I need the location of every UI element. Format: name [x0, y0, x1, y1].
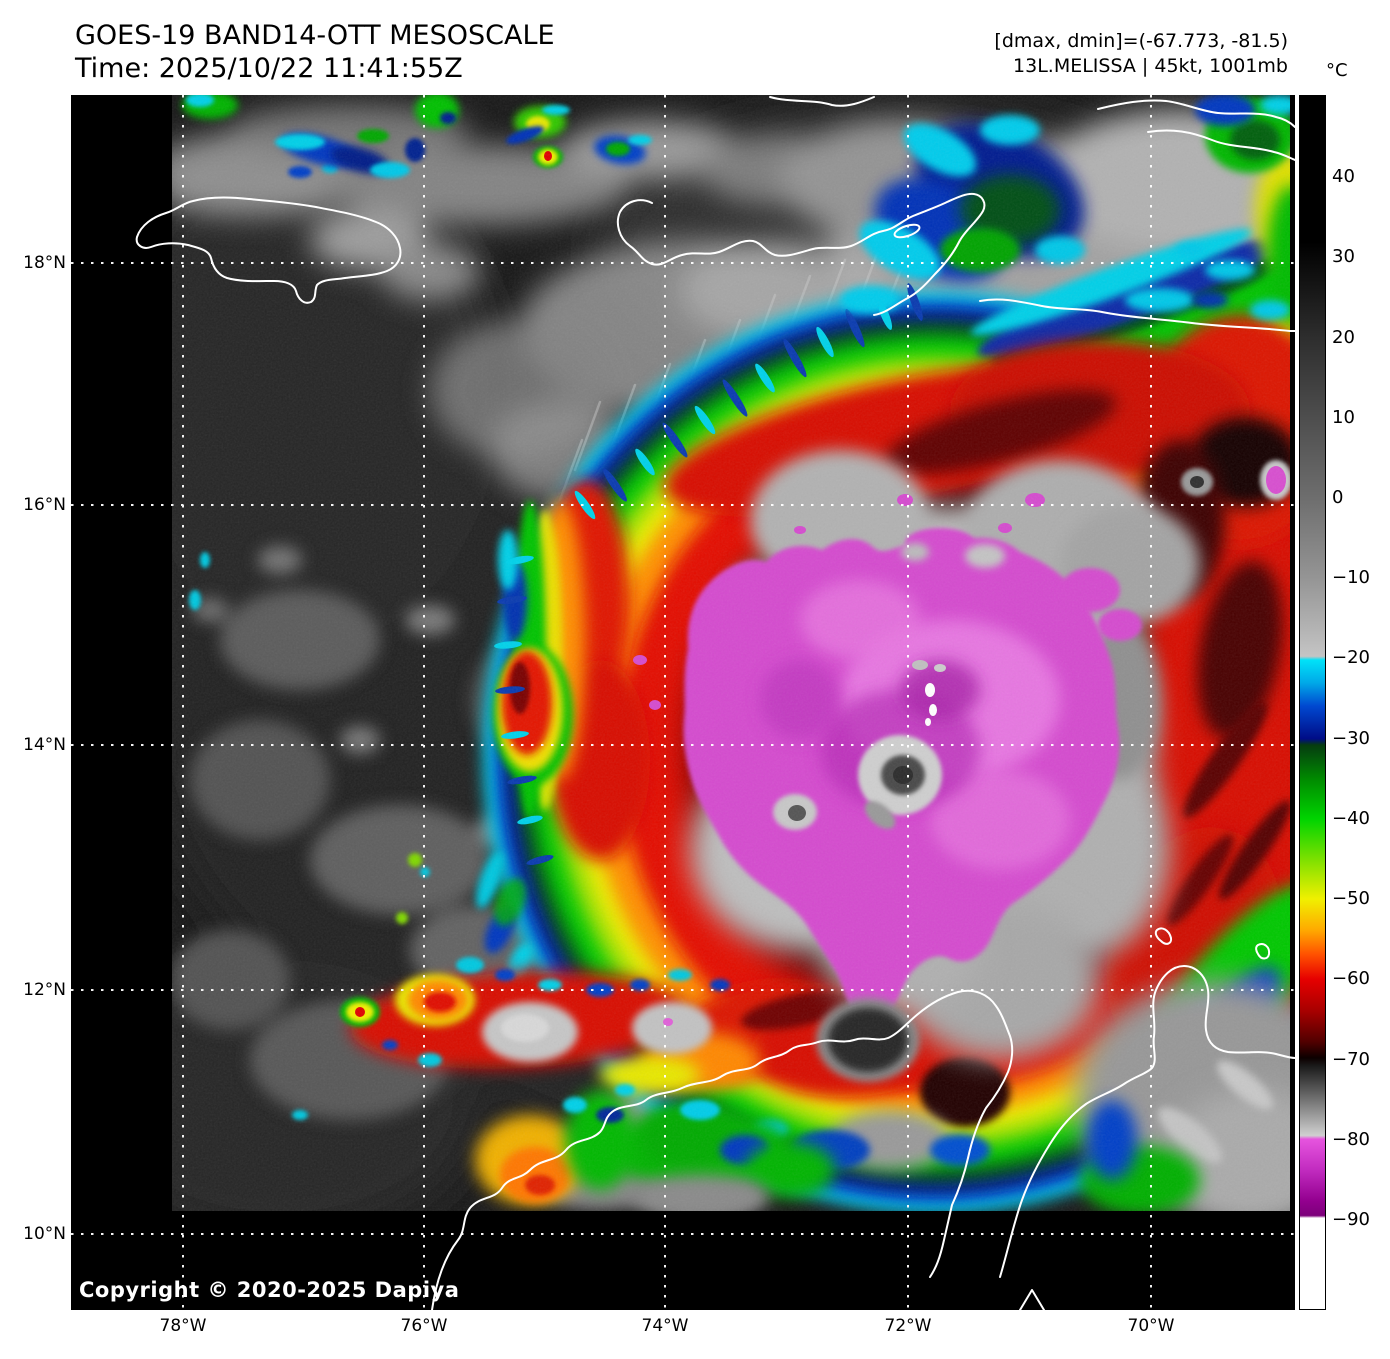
- satellite-data-layer: [172, 95, 1290, 1211]
- lon-label-74°W: 74°W: [641, 1316, 689, 1336]
- lat-label-12°N: 12°N: [23, 980, 66, 1000]
- coastline-bonaire: [1255, 943, 1271, 960]
- coastline-dr-south: [979, 298, 1295, 332]
- lon-label-70°W: 70°W: [1127, 1316, 1175, 1336]
- copyright-notice: Copyright © 2020-2025 Dapiya: [79, 1278, 460, 1302]
- lat-label-16°N: 16°N: [23, 495, 66, 515]
- colorbar-tick-label: −50: [1332, 888, 1370, 910]
- coastline-hispaniola-north: [1097, 99, 1295, 128]
- coastline-south-america: [431, 989, 1014, 1310]
- colorbar-tick-label: 20: [1332, 326, 1355, 348]
- colorbar-tick-label: −30: [1332, 727, 1370, 749]
- timestamp: Time: 2025/10/22 11:41:55Z: [75, 53, 463, 84]
- dmax-dmin-readout: [dmax, dmin]=(-67.773, -81.5): [994, 30, 1288, 52]
- colorbar-tick-label: −40: [1332, 807, 1370, 829]
- coastlines-layer: [135, 96, 1295, 1310]
- lat-label-14°N: 14°N: [23, 735, 66, 755]
- lon-label-78°W: 78°W: [159, 1316, 207, 1336]
- lat-label-18°N: 18°N: [23, 253, 66, 273]
- colorbar-tick-label: 10: [1332, 406, 1355, 428]
- lon-label-76°W: 76°W: [400, 1316, 448, 1336]
- colorbar-tick-label: −10: [1332, 567, 1370, 589]
- storm-info: 13L.MELISSA | 45kt, 1001mb: [1013, 55, 1288, 77]
- lon-label-72°W: 72°W: [884, 1316, 932, 1336]
- colorbar-tick-label: −20: [1332, 647, 1370, 669]
- page-title: GOES-19 BAND14-OTT MESOSCALE: [75, 20, 555, 51]
- colorbar: [1299, 95, 1326, 1310]
- gridlines-layer: [71, 95, 1295, 1310]
- colorbar-tick-label: −70: [1332, 1048, 1370, 1070]
- colorbar-tick-label: 0: [1332, 487, 1344, 508]
- lat-label-10°N: 10°N: [23, 1224, 66, 1244]
- coastline-venezuela: [999, 965, 1295, 1278]
- colorbar-unit-label: °C: [1326, 60, 1348, 81]
- colorbar-tick-label: 40: [1332, 166, 1355, 188]
- colorbar-tick-labels: 40 30 20 10 0 −10 −20 −30 −40 −50 −60 −70 −80 −90: [1332, 95, 1388, 1310]
- colorbar-tick-label: −60: [1332, 968, 1370, 990]
- coastline-curacao: [1154, 927, 1173, 945]
- colorbar-tick-label: 30: [1332, 246, 1355, 268]
- colorbar-tick-label: −90: [1332, 1208, 1370, 1230]
- coastline-jamaica: [135, 196, 402, 304]
- colorbar-tick-label: −80: [1332, 1128, 1370, 1150]
